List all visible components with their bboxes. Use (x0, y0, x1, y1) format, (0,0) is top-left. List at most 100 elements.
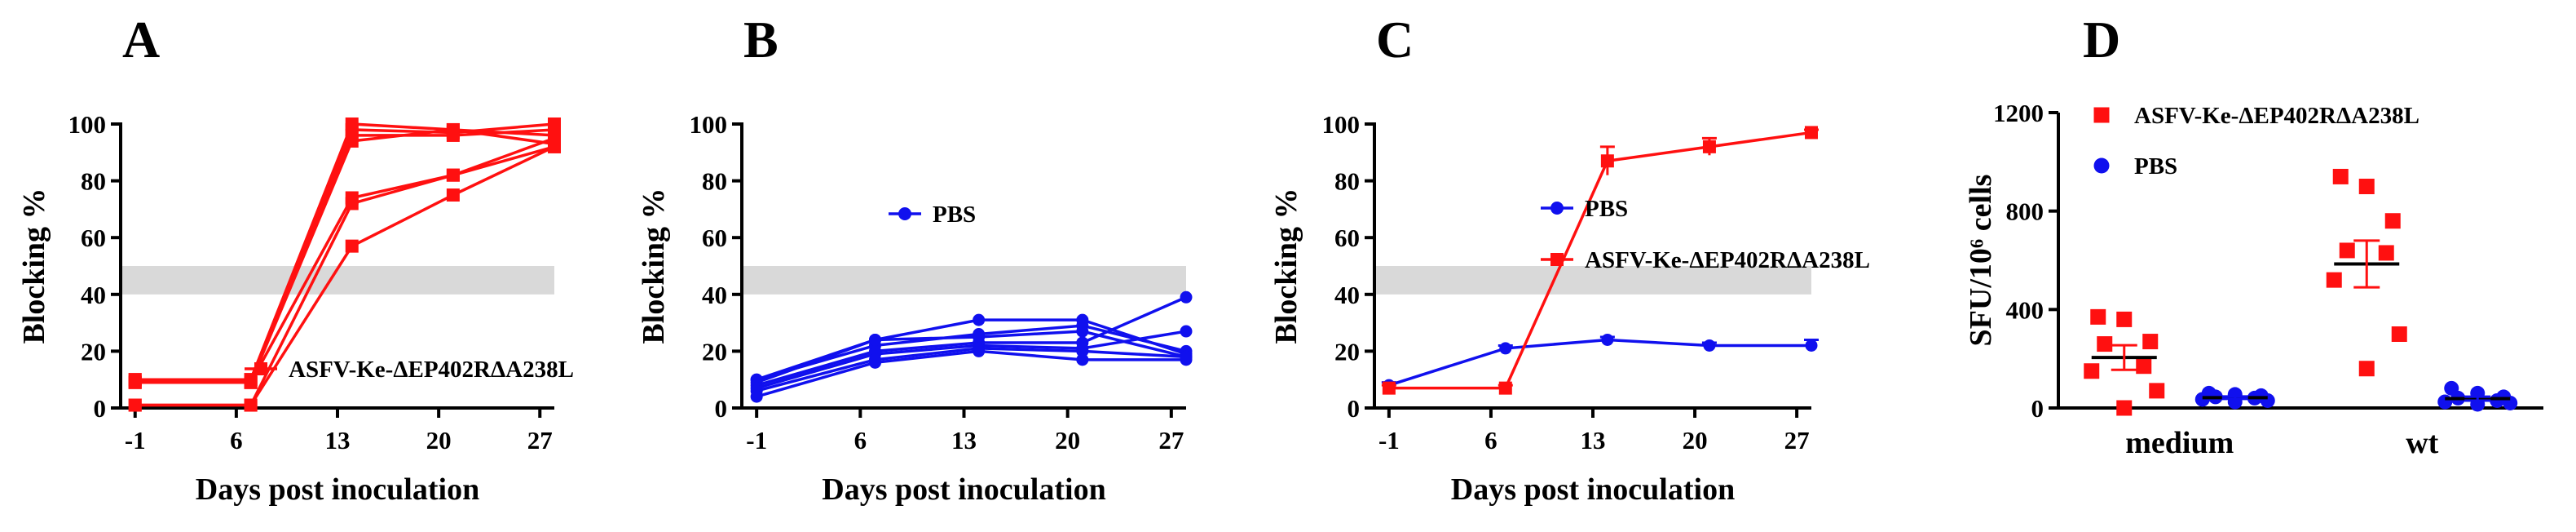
data-point (446, 122, 460, 136)
data-point (869, 333, 881, 346)
data-point (1076, 325, 1089, 338)
data-point (2332, 168, 2349, 184)
panel-b: B 0 20 40 60 80 100 -1 6 13 20 27 Days post inoculat… (637, 11, 1193, 507)
x-axis-title: Days post inoculation (822, 472, 1105, 507)
y-tick-label: 80 (81, 167, 106, 196)
data-point (869, 356, 881, 369)
data-point (1076, 353, 1089, 366)
data-point (2097, 336, 2113, 352)
x-tick-label: 6 (230, 426, 243, 454)
x-tick-label: -1 (1378, 426, 1400, 454)
data-point (1805, 126, 1818, 140)
data-point (1498, 381, 1512, 395)
y-tick-label: 60 (702, 224, 727, 252)
y-axis-title: SFU/10⁶ cells (1964, 175, 1998, 347)
data-point (1180, 290, 1193, 304)
data-point (2490, 392, 2505, 408)
y-axis-title: Blocking % (1269, 188, 1303, 344)
y-tick-label: 40 (81, 281, 106, 309)
data-point (2358, 179, 2375, 194)
threshold-band (743, 266, 1186, 295)
y-tick-label: 100 (68, 110, 107, 139)
data-point (1076, 344, 1089, 357)
y-tick-label: 40 (702, 281, 727, 309)
y-tick-label: 20 (1334, 337, 1360, 366)
legend-marker (254, 362, 267, 375)
y-tick-label: 80 (1334, 167, 1360, 196)
x-tick-label: 20 (1055, 426, 1080, 454)
data-point (1600, 154, 1614, 168)
legend-marker (2093, 107, 2110, 123)
data-point (1601, 333, 1614, 346)
panel-letter: B (743, 11, 779, 69)
data-point (1382, 381, 1396, 395)
legend-label: PBS (933, 202, 976, 228)
x-category-label: wt (2406, 426, 2438, 460)
panel-c: C 0 20 40 60 80 100 -1 6 13 20 27 Days post inoculat… (1269, 11, 1870, 507)
x-tick-label: 20 (426, 426, 452, 454)
panel-letter: A (122, 11, 160, 69)
data-point (2358, 361, 2375, 377)
data-point (2116, 311, 2133, 327)
x-tick-label: -1 (125, 426, 146, 454)
x-tick-label: 27 (527, 426, 553, 454)
data-point (1805, 339, 1818, 352)
legend-marker (898, 207, 911, 220)
data-point (973, 313, 986, 326)
y-tick-label: 60 (81, 224, 106, 252)
y-tick-label: 0 (1348, 394, 1361, 423)
series-line (1388, 338, 1811, 387)
data-point (2384, 213, 2401, 229)
data-point (2149, 383, 2165, 399)
y-tick-label: 100 (690, 110, 728, 139)
legend-label: ASFV-Ke-ΔEP402RΔA238L (289, 357, 574, 383)
legend-label: PBS (1585, 196, 1628, 222)
legend-marker (2093, 157, 2110, 174)
y-tick-label: 0 (715, 394, 728, 423)
data-point (2194, 392, 2210, 407)
y-tick-label: 0 (2031, 394, 2044, 423)
y-tick-label: 20 (81, 337, 106, 366)
y-tick-label: 800 (2006, 197, 2044, 226)
panel-a: A 0 20 40 60 80 100 -1 6 13 20 27 Days post inoculat… (17, 11, 574, 507)
data-point (548, 140, 561, 153)
x-axis-title: Days post inoculation (1451, 472, 1735, 507)
y-axis-title: Blocking % (17, 188, 51, 344)
x-tick-label: 13 (951, 426, 977, 454)
y-tick-label: 20 (702, 337, 727, 366)
panel-letter: D (2083, 11, 2120, 69)
data-point (345, 197, 359, 211)
panel-d: D 0 400 800 1200 SFU/10⁶ cells medium wt ASFV-Ke… (1964, 11, 2543, 460)
data-point (973, 344, 986, 357)
x-tick-label: 27 (1158, 426, 1184, 454)
data-point (1703, 339, 1716, 352)
data-point (345, 134, 359, 148)
y-axis-title: Blocking % (637, 188, 671, 344)
y-tick-label: 1200 (1993, 99, 2044, 127)
y-tick-label: 80 (702, 167, 727, 196)
x-axis-title: Days post inoculation (196, 472, 479, 507)
x-tick-label: -1 (746, 426, 767, 454)
y-tick-label: 0 (94, 394, 107, 423)
y-tick-label: 100 (1322, 110, 1361, 139)
x-tick-label: 13 (325, 426, 351, 454)
data-point (2116, 400, 2133, 416)
data-point (128, 398, 142, 412)
y-tick-label: 40 (1334, 281, 1360, 309)
data-point (750, 390, 763, 403)
data-point (2437, 394, 2453, 410)
threshold-band (1376, 266, 1811, 295)
data-point (244, 375, 258, 389)
data-point (2260, 392, 2275, 408)
x-category-label: medium (2125, 426, 2234, 460)
legend-label: ASFV-Ke-ΔEP402RΔA238L (2134, 103, 2419, 129)
data-point (2391, 326, 2407, 342)
data-point (446, 188, 460, 202)
legend-marker (1550, 253, 1564, 266)
x-tick-label: 20 (1683, 426, 1708, 454)
threshold-band (122, 266, 554, 295)
x-tick-label: 27 (1784, 426, 1810, 454)
data-point (2090, 308, 2106, 325)
